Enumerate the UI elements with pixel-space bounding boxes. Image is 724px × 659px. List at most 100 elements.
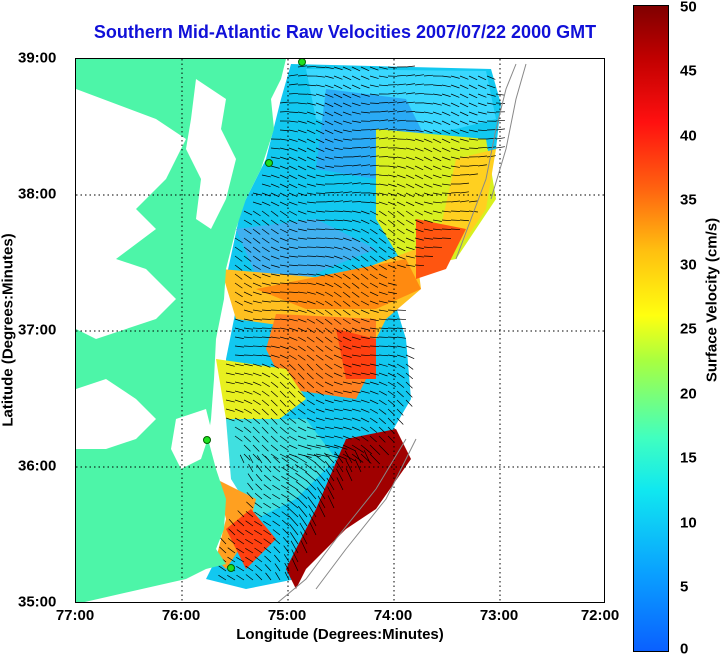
- velocity-vector: [295, 472, 308, 482]
- velocity-vector: [243, 417, 252, 424]
- velocity-vector: [351, 219, 361, 223]
- velocity-vector: [279, 219, 288, 225]
- velocity-vector: [396, 345, 406, 349]
- velocity-vector: [261, 372, 271, 378]
- velocity-vector: [297, 282, 307, 285]
- velocity-vector: [270, 372, 279, 379]
- velocity-vector: [237, 510, 245, 518]
- velocity-vector: [270, 453, 279, 460]
- velocity-vector: [378, 444, 390, 456]
- velocity-vector: [300, 540, 308, 554]
- velocity-vector: [234, 363, 244, 367]
- velocity-vector: [324, 138, 334, 143]
- velocity-vector: [243, 273, 252, 280]
- velocity-vector: [279, 174, 289, 179]
- velocity-vector: [279, 183, 289, 189]
- velocity-vector: [486, 84, 496, 89]
- velocity-vector: [279, 345, 289, 350]
- velocity-vector: [342, 336, 352, 342]
- velocity-vector: [288, 237, 298, 241]
- velocity-vector: [272, 484, 281, 491]
- velocity-vector: [351, 327, 361, 332]
- velocity-vector: [324, 75, 334, 79]
- velocity-vector: [432, 219, 442, 222]
- velocity-vector: [279, 336, 289, 340]
- velocity-vector: [414, 92, 425, 95]
- velocity-vector: [324, 282, 334, 288]
- velocity-vector: [378, 66, 388, 70]
- velocity-vector: [297, 505, 308, 518]
- velocity-vector: [324, 336, 333, 343]
- velocity-vector: [396, 101, 406, 104]
- velocity-vector: [414, 129, 424, 133]
- velocity-vector: [308, 504, 317, 518]
- velocity-vector: [405, 138, 415, 141]
- velocity-vector: [423, 129, 433, 134]
- velocity-vector: [414, 120, 424, 123]
- velocity-vector: [243, 408, 253, 414]
- velocity-vector: [243, 300, 253, 305]
- velocity-vector: [297, 327, 307, 333]
- velocity-vector: [255, 573, 263, 581]
- velocity-vector: [279, 417, 287, 425]
- velocity-vector: [351, 93, 361, 98]
- velocity-vector: [342, 120, 352, 124]
- velocity-vector: [297, 174, 307, 179]
- velocity-vector: [405, 219, 414, 225]
- velocity-vector: [468, 120, 478, 124]
- velocity-vector: [360, 291, 369, 298]
- velocity-vector: [369, 102, 380, 104]
- velocity-vector: [263, 521, 272, 527]
- velocity-vector: [342, 408, 352, 412]
- velocity-vector: [333, 147, 343, 151]
- velocity-vector: [270, 255, 280, 260]
- velocity-vector: [315, 156, 325, 161]
- velocity-vector: [468, 138, 478, 141]
- velocity-vector: [387, 119, 397, 122]
- velocity-vector: [294, 455, 308, 464]
- velocity-vector: [351, 210, 361, 214]
- velocity-vector: [432, 120, 442, 125]
- velocity-vector: [450, 156, 460, 160]
- velocity-vector: [315, 102, 325, 107]
- velocity-vector: [378, 210, 387, 217]
- velocity-vector: [351, 191, 361, 194]
- velocity-vector: [306, 174, 316, 179]
- velocity-vector: [279, 246, 289, 251]
- velocity-vector: [477, 155, 487, 158]
- velocity-vector: [333, 309, 342, 316]
- velocity-vector: [369, 300, 379, 305]
- x-tick-label: 75:00: [267, 607, 307, 624]
- velocity-vector: [378, 309, 388, 312]
- velocity-vector: [252, 372, 262, 377]
- velocity-vector: [297, 65, 307, 68]
- velocity-vector: [270, 354, 280, 358]
- velocity-vector: [315, 246, 326, 248]
- velocity-vector: [333, 291, 342, 298]
- velocity-vector: [225, 372, 235, 376]
- velocity-vector: [351, 111, 361, 115]
- velocity-vector: [378, 417, 387, 425]
- velocity-vector: [289, 523, 299, 536]
- velocity-vector: [245, 529, 254, 536]
- velocity-vector: [288, 174, 298, 180]
- velocity-vector: [324, 129, 334, 134]
- colorbar-tick: 35: [680, 191, 697, 209]
- velocity-vector: [333, 399, 343, 403]
- velocity-vector: [288, 219, 298, 224]
- velocity-vector: [275, 572, 281, 581]
- velocity-vector: [360, 137, 370, 140]
- velocity-vector: [252, 255, 261, 262]
- velocity-vector: [342, 66, 352, 71]
- velocity-vector: [286, 498, 299, 509]
- velocity-vector: [270, 408, 278, 416]
- velocity-vector: [369, 246, 378, 253]
- velocity-vector: [351, 381, 361, 385]
- velocity-vector: [297, 102, 307, 105]
- velocity-vector: [387, 363, 397, 368]
- velocity-vector: [342, 75, 352, 81]
- velocity-vector: [288, 129, 298, 133]
- velocity-vector: [286, 490, 299, 500]
- velocity-vector: [270, 273, 280, 277]
- velocity-vector: [396, 183, 406, 188]
